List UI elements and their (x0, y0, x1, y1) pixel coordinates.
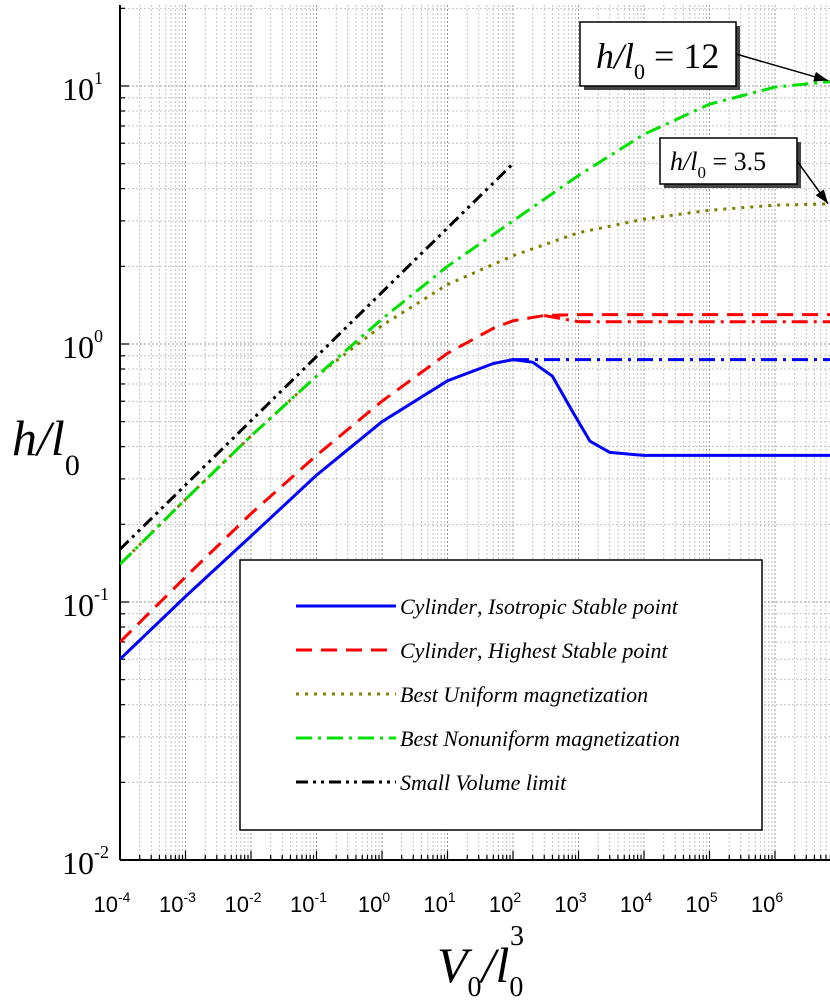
x-axis-title-exponent: 3 (510, 921, 524, 952)
series-1-line (120, 313, 830, 644)
legend-label: Cylinder, Isotropic Stable point (400, 594, 679, 619)
x-tick-label: 102 (489, 889, 521, 917)
series-2-line (120, 202, 830, 566)
series-1-continuation-line (544, 314, 830, 324)
annotation-arrow-line (735, 53, 829, 82)
legend-label: Best Uniform magnetization (400, 682, 648, 707)
series-0-line (120, 358, 830, 661)
x-tick-label: 103 (554, 889, 586, 917)
y-tick-label: 10-1 (62, 584, 109, 623)
annotation-1: h/l0 = 3.5 (659, 137, 829, 205)
x-axis-title: V0/l0 (437, 937, 523, 1001)
x-tick-label: 10-1 (290, 889, 327, 917)
axes (119, 5, 830, 861)
legend-label: Best Nonuniform magnetization (400, 726, 680, 751)
y-tick-label: 101 (62, 68, 103, 107)
x-tick-label: 101 (423, 889, 455, 917)
legend-label: Small Volume limit (400, 770, 567, 795)
annotation-arrow-head (815, 189, 828, 204)
legend-entry-1: Cylinder, Highest Stable point (296, 638, 669, 663)
x-tick-label: 10-4 (94, 889, 131, 917)
series-lines (120, 80, 830, 661)
annotations: h/l0 = 12 h/l0 = 3.5 (579, 21, 829, 205)
x-tick-label: 100 (358, 889, 390, 917)
legend-label: Cylinder, Highest Stable point (400, 638, 669, 663)
annotation-arrow-head (813, 71, 828, 82)
tick-labels: 10-4 10-3 10-2 10-1 100 101 102 103 104 105 106 10-… (62, 68, 783, 917)
annotation-0: h/l0 = 12 (579, 21, 829, 90)
legend-entry-3: Best Nonuniform magnetization (296, 726, 680, 751)
series-3-line (120, 80, 830, 566)
series-4-line (120, 162, 515, 551)
x-tick-label: 105 (685, 889, 717, 917)
legend-entry-0: Cylinder, Isotropic Stable point (296, 594, 679, 619)
legend: Cylinder, Isotropic Stable point Cylinder… (239, 559, 763, 831)
annotation-text: h/l0 = 12 (596, 36, 719, 84)
x-tick-label: 10-3 (159, 889, 196, 917)
x-tick-label: 104 (620, 889, 652, 917)
y-tick-label: 100 (62, 326, 103, 365)
axis-titles: h/l0 V0/l03 (12, 410, 524, 1001)
y-axis-title: h/l0 (12, 410, 80, 482)
y-tick-label: 10-2 (62, 842, 109, 881)
legend-entry-4: Small Volume limit (296, 770, 567, 795)
annotation-text: h/l0 = 3.5 (670, 147, 766, 182)
x-tick-label: 106 (751, 889, 783, 917)
legend-entry-2: Best Uniform magnetization (296, 682, 648, 707)
x-tick-label: 10-2 (225, 889, 262, 917)
